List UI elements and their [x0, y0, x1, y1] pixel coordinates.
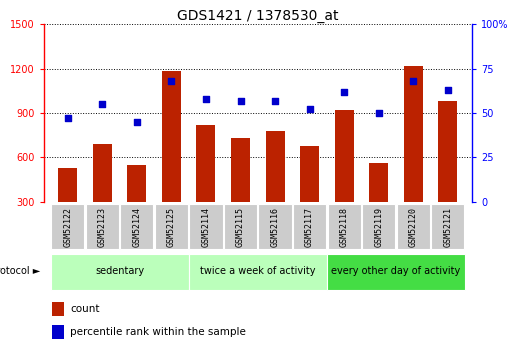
Point	[236, 98, 245, 103]
Bar	[369, 162, 388, 202]
Text: GSM52119: GSM52119	[374, 207, 383, 247]
Bar	[334, 110, 353, 202]
Text: GSM52123: GSM52123	[98, 207, 107, 247]
Text: GSM52117: GSM52117	[305, 207, 314, 247]
Text: percentile rank within the sample: percentile rank within the sample	[70, 327, 246, 337]
Bar	[93, 144, 112, 202]
Bar	[86, 205, 119, 249]
Point	[306, 107, 314, 112]
Text: GSM52114: GSM52114	[202, 207, 210, 247]
Bar	[397, 205, 430, 249]
Bar	[51, 205, 84, 249]
Text: protocol ►: protocol ►	[0, 266, 40, 276]
Bar	[196, 125, 215, 202]
Bar	[224, 205, 257, 249]
Bar	[293, 205, 326, 249]
Point	[374, 110, 383, 116]
Point	[64, 116, 72, 121]
Bar	[155, 205, 188, 249]
Text: twice a week of activity: twice a week of activity	[200, 266, 315, 276]
Point	[340, 89, 348, 95]
Bar	[58, 168, 77, 202]
Bar	[300, 146, 319, 202]
Text: count: count	[70, 304, 100, 314]
Bar	[189, 205, 223, 249]
Bar	[231, 138, 250, 202]
Text: GSM52122: GSM52122	[63, 207, 72, 247]
Bar	[259, 205, 291, 249]
Text: GSM52120: GSM52120	[409, 207, 418, 247]
Text: sedentary: sedentary	[95, 266, 144, 276]
Bar	[362, 205, 396, 249]
Bar	[438, 101, 457, 202]
Point	[271, 98, 279, 103]
Bar	[127, 165, 146, 202]
Point	[133, 119, 141, 125]
Bar	[162, 71, 181, 202]
Bar	[327, 254, 465, 289]
Bar	[50, 254, 189, 289]
Point	[444, 87, 452, 93]
Point	[202, 96, 210, 101]
Text: GSM52125: GSM52125	[167, 207, 176, 247]
Text: GSM52116: GSM52116	[270, 207, 280, 247]
Bar	[431, 205, 464, 249]
Text: GSM52121: GSM52121	[443, 207, 452, 247]
Point	[409, 78, 418, 84]
Bar	[328, 205, 361, 249]
Bar	[404, 66, 423, 202]
Text: GSM52118: GSM52118	[340, 207, 349, 247]
Text: every other day of activity: every other day of activity	[331, 266, 461, 276]
Bar	[52, 325, 64, 339]
Bar	[189, 254, 327, 289]
Point	[98, 101, 106, 107]
Bar	[52, 302, 64, 316]
Bar	[266, 131, 285, 202]
Bar	[120, 205, 153, 249]
Text: GSM52115: GSM52115	[236, 207, 245, 247]
Point	[167, 78, 175, 84]
Text: GSM52124: GSM52124	[132, 207, 142, 247]
Title: GDS1421 / 1378530_at: GDS1421 / 1378530_at	[177, 9, 339, 23]
